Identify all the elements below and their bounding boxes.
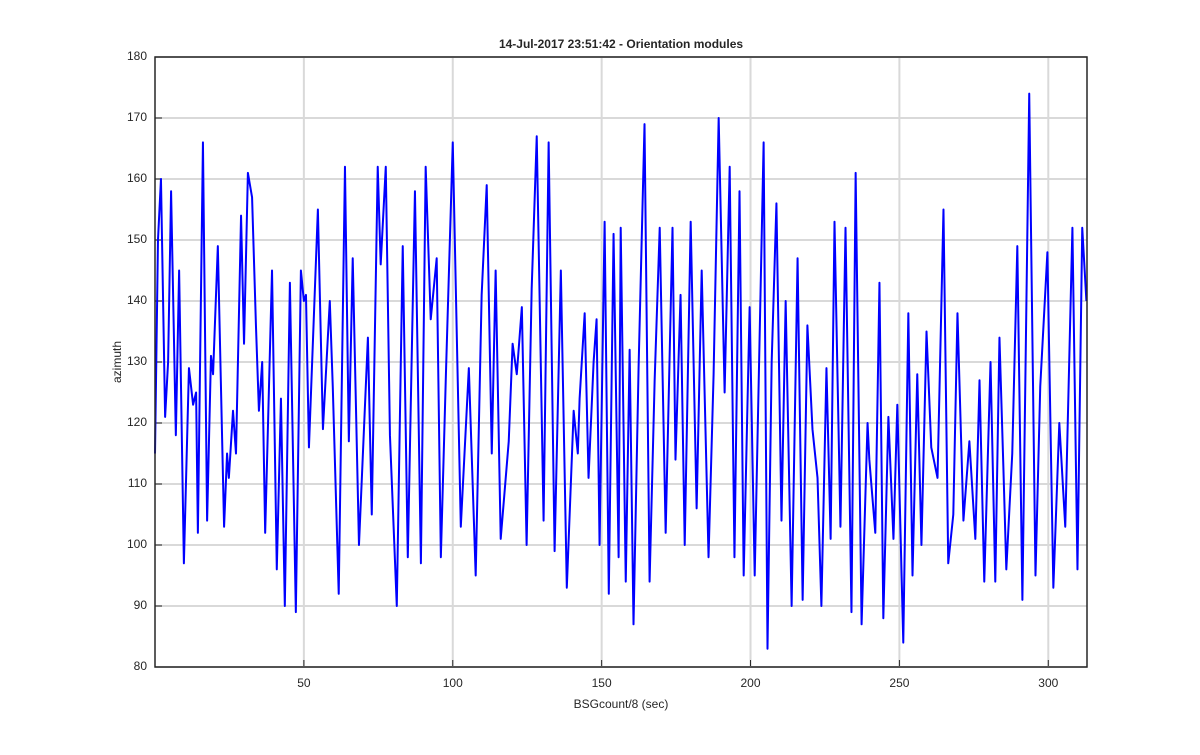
plot-frame [154, 56, 1088, 668]
x-axis-label: BSGcount/8 (sec) [574, 697, 669, 711]
y-tick-label: 170 [127, 110, 147, 124]
x-tick-label: 100 [443, 676, 463, 690]
y-tick-label: 140 [127, 293, 147, 307]
data-line [154, 92, 1088, 650]
chart-title: 14-Jul-2017 23:51:42 - Orientation modul… [499, 37, 743, 51]
y-tick-label: 80 [134, 659, 148, 673]
x-tick-label: 200 [741, 676, 761, 690]
x-tick-label: 150 [592, 676, 612, 690]
y-axis-label: azimuth [110, 341, 124, 383]
x-tick-label: 300 [1038, 676, 1058, 690]
y-tick-label: 90 [134, 598, 148, 612]
y-tick-label: 100 [127, 537, 147, 551]
y-tick-label: 130 [127, 354, 147, 368]
y-tick-label: 110 [128, 476, 147, 490]
y-tick-label: 160 [127, 171, 147, 185]
y-tick-label: 180 [127, 49, 147, 63]
x-tick-label: 50 [297, 676, 311, 690]
x-tick-label: 250 [889, 676, 909, 690]
y-tick-label: 120 [127, 415, 147, 429]
y-tick-label: 150 [127, 232, 147, 246]
